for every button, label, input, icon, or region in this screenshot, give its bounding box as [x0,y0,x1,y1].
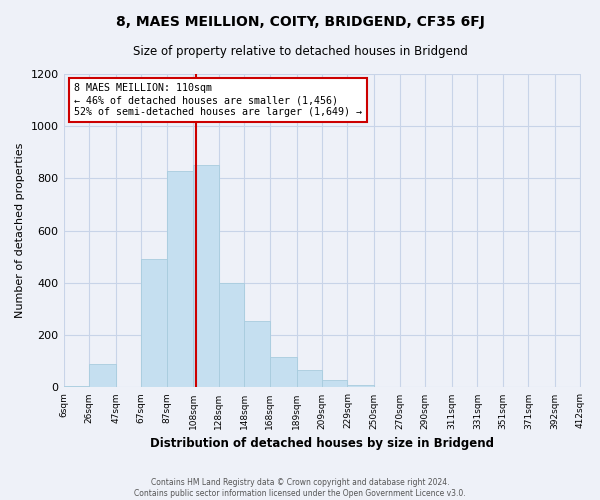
Bar [64,386,89,388]
Bar [193,166,219,388]
Y-axis label: Number of detached properties: Number of detached properties [15,143,25,318]
Bar [89,364,116,388]
Bar [322,380,347,388]
Bar [270,358,296,388]
Text: Size of property relative to detached houses in Bridgend: Size of property relative to detached ho… [133,45,467,58]
Bar [219,283,244,388]
Bar [347,385,374,388]
Text: 8 MAES MEILLION: 110sqm
← 46% of detached houses are smaller (1,456)
52% of semi: 8 MAES MEILLION: 110sqm ← 46% of detache… [74,84,362,116]
Bar [244,321,270,388]
X-axis label: Distribution of detached houses by size in Bridgend: Distribution of detached houses by size … [150,437,494,450]
Text: 8, MAES MEILLION, COITY, BRIDGEND, CF35 6FJ: 8, MAES MEILLION, COITY, BRIDGEND, CF35 … [116,15,484,29]
Bar [167,170,193,388]
Bar [141,260,167,388]
Text: Contains HM Land Registry data © Crown copyright and database right 2024.
Contai: Contains HM Land Registry data © Crown c… [134,478,466,498]
Bar [296,370,322,388]
